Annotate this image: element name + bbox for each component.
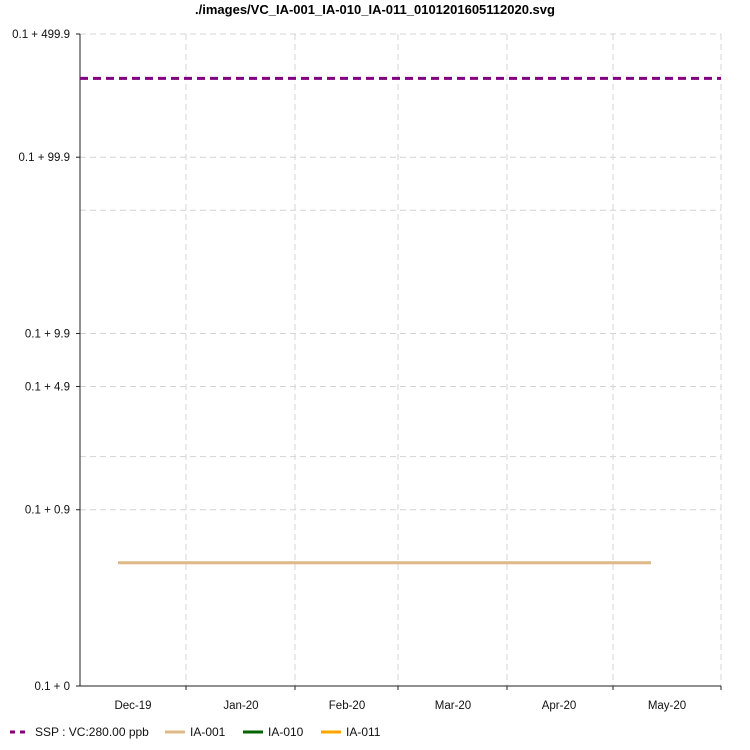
y-tick-label: 0.1 + 0.9 [25, 505, 70, 517]
legend-label: IA-010 [268, 725, 304, 739]
x-tick-label: Apr-20 [542, 700, 577, 712]
y-tick-label: 0.1 + 499.9 [12, 29, 70, 41]
x-tick-label: Dec-19 [114, 700, 151, 712]
y-tick-label: 0.1 + 0 [35, 681, 71, 693]
x-tick-label: May-20 [648, 700, 686, 712]
x-tick-label: Feb-20 [329, 700, 365, 712]
axes: 0.1 + 0 0.1 + 0.9 0.1 + 4.9 0.1 + 9.9 0.1 + … [12, 29, 722, 712]
x-tick-label: Jan-20 [223, 700, 258, 712]
legend-label: IA-001 [190, 725, 226, 739]
y-tick-label: 0.1 + 99.9 [19, 152, 70, 164]
grid [80, 33, 722, 686]
chart-title: ./images/VC_IA-001_IA-010_IA-011_0101201… [195, 2, 555, 17]
x-tick-label: Mar-20 [435, 700, 471, 712]
legend-label: SSP : VC:280.00 ppb [35, 725, 149, 739]
series-layer [80, 76, 721, 565]
y-tick-label: 0.1 + 9.9 [25, 328, 70, 340]
y-tick-label: 0.1 + 4.9 [25, 382, 70, 394]
legend-label: IA-011 [346, 725, 381, 739]
legend: SSP : VC:280.00 ppb IA-001 IA-010 IA-011 [10, 725, 381, 739]
